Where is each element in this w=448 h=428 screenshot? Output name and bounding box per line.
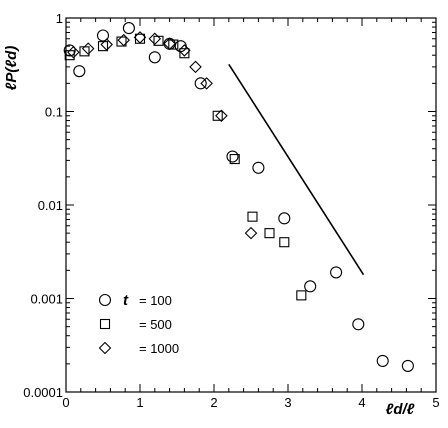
legend-label: = 1000 [139, 341, 179, 356]
diamond-data-point [163, 37, 176, 51]
circle-data-point [63, 44, 76, 57]
diamond-data-point [178, 44, 191, 57]
circle-data-point [304, 280, 317, 293]
y-tick-label: 1 [56, 11, 63, 26]
plot-frame [65, 17, 437, 393]
diamond-data-point [244, 226, 258, 240]
legend-label: = 100 [139, 293, 172, 308]
square-data-point [296, 290, 307, 301]
x-tick-label: 3 [284, 395, 291, 410]
diamond-data-point [100, 38, 113, 51]
legend-marker-circle [98, 293, 112, 307]
y-tick-label: 0.0001 [23, 385, 63, 400]
square-data-point [97, 41, 109, 52]
square-data-point [279, 237, 290, 248]
diamond-data-point [133, 31, 147, 44]
x-axis-label: ℓd/ℓ [386, 401, 415, 418]
circle-data-point [330, 266, 343, 279]
square-data-point [79, 46, 90, 57]
x-tick-label: 1 [136, 395, 143, 410]
axis-ticks: 0 1 2 3 4 5 0.0001 0.001 0.01 0.1 1 [23, 11, 439, 410]
circle-data-point [122, 22, 135, 35]
circle-data-point [73, 65, 86, 78]
y-tick-label: 0.1 [45, 105, 63, 120]
square-data-point [212, 110, 223, 121]
series-square [64, 33, 307, 301]
circle-data-point [226, 150, 239, 163]
circle-data-point [401, 359, 414, 372]
data-points [63, 22, 414, 372]
legend-marker-square [99, 318, 111, 330]
series-diamond [67, 31, 258, 240]
legend: t = 100 = 500 = 1000 [98, 292, 179, 356]
legend-variable: t [123, 292, 129, 309]
x-tick-label: 2 [210, 395, 217, 410]
y-tick-label: 0.01 [38, 198, 63, 213]
power-law-line [228, 63, 365, 276]
circle-data-point [352, 318, 365, 331]
y-axis-label: ℓP(ℓd) [3, 46, 20, 91]
circle-data-point [148, 51, 161, 64]
diamond-data-point [148, 32, 162, 46]
legend-marker-diamond [98, 341, 112, 355]
x-tick-label: 0 [62, 395, 69, 410]
x-tick-label: 5 [432, 395, 439, 410]
diamond-data-point [215, 109, 228, 123]
diamond-data-point [189, 60, 202, 74]
circle-data-point [194, 77, 207, 90]
circle-data-point [278, 212, 291, 225]
square-data-point [229, 154, 240, 165]
circle-data-point [174, 40, 187, 53]
circle-data-point [376, 354, 389, 367]
plot-area [65, 17, 437, 393]
diamond-data-point [81, 42, 95, 55]
series-circle [63, 22, 414, 372]
square-data-point [168, 39, 179, 50]
square-data-point [264, 228, 275, 239]
diamond-data-point [200, 77, 213, 90]
square-data-point [247, 211, 258, 222]
square-data-point [179, 48, 190, 59]
x-tick-label: 4 [358, 395, 365, 410]
reference-line [228, 63, 365, 276]
diamond-data-point [67, 45, 80, 59]
y-tick-label: 0.001 [30, 292, 63, 307]
circle-data-point [96, 29, 110, 42]
circle-data-point [252, 161, 265, 174]
diamond-data-point [117, 33, 130, 47]
legend-label: = 500 [139, 317, 172, 332]
